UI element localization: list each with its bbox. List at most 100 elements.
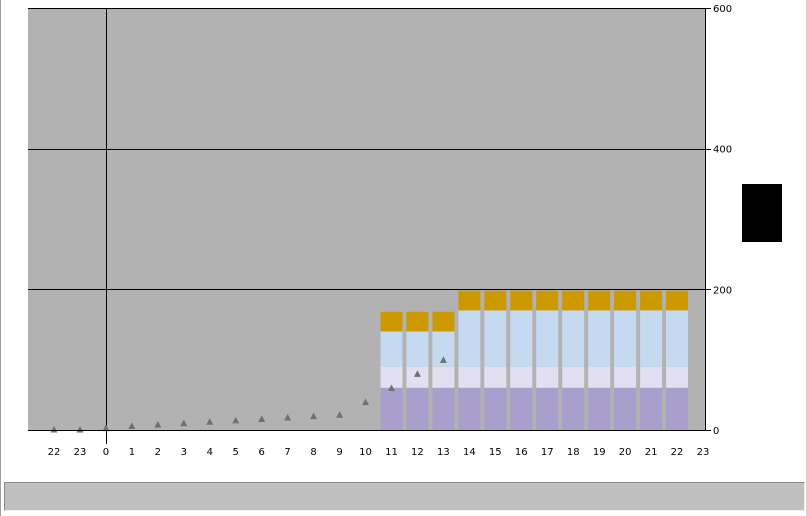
marker-3-5 (180, 419, 188, 427)
bar-segment-13-1 (432, 366, 455, 388)
bar-segment-15-1 (484, 366, 507, 388)
y-axis-labels: 0 200 400 600 (713, 4, 732, 437)
bar-segment-14-2 (458, 310, 481, 367)
x-axis-labels: 22 23 0 1 2 3 4 5 6 7 8 9 10 11 12 13 14 15 16 17 18 19 20 21 22… (48, 447, 710, 458)
status-bar (4, 482, 805, 511)
bar-segment-16-1 (510, 366, 533, 388)
x-tick-label-19-21: 19 (593, 447, 606, 458)
legend-color-swatch (742, 184, 782, 242)
bar-segment-15-0 (484, 387, 507, 430)
bar-segment-17-2 (536, 310, 559, 367)
y-tick-label-400: 400 (713, 145, 732, 156)
x-tick-label-12-14: 12 (411, 447, 424, 458)
bar-segment-18-1 (562, 366, 585, 388)
y-tick-label-600: 600 (713, 4, 732, 15)
x-tick-label-10-12: 10 (359, 447, 372, 458)
marker-0-2 (102, 424, 110, 432)
marker-11-13 (387, 384, 395, 392)
marker-13-15 (439, 356, 447, 363)
bar-segment-16-3 (510, 290, 533, 311)
bar-segment-17-1 (536, 366, 559, 388)
bar-segment-21-2 (640, 310, 663, 367)
x-tick-label-23-1: 23 (74, 447, 87, 458)
y-tick-label-200: 200 (713, 285, 732, 296)
bar-segment-22-3 (666, 290, 688, 311)
marker-6-8 (258, 415, 266, 422)
marker-8-10 (310, 412, 318, 420)
x-tick-label-0-2: 0 (103, 447, 109, 458)
x-tick-label-21-23: 21 (645, 447, 658, 458)
bar-segment-20-2 (614, 310, 637, 367)
x-tick-label-7-9: 7 (284, 447, 290, 458)
bar-segment-20-3 (614, 290, 637, 311)
bar-segment-22-1 (666, 366, 688, 388)
x-tick-label-13-15: 13 (437, 447, 450, 458)
bar-segment-21-0 (640, 387, 663, 430)
bar-segment-18-0 (562, 387, 585, 430)
bar-segment-13-2 (432, 331, 455, 367)
marker-1-3 (128, 422, 136, 429)
bar-segment-13-0 (432, 387, 455, 430)
bar-segment-22-0 (666, 387, 688, 430)
x-tick-label-22-24: 22 (671, 447, 684, 458)
bar-segment-22-2 (666, 310, 688, 367)
bar-segment-12-3 (406, 311, 429, 332)
marker-10-12 (362, 398, 370, 406)
bars (380, 290, 688, 430)
bar-segment-18-3 (562, 290, 585, 311)
bar-segment-14-1 (458, 366, 481, 388)
bar-segment-11-3 (380, 311, 403, 332)
marker-9-11 (336, 411, 344, 418)
bar-segment-21-1 (640, 366, 663, 388)
bar-segment-12-2 (406, 331, 429, 367)
axes (28, 8, 711, 431)
bar-segment-19-3 (588, 290, 611, 311)
marker-2-4 (154, 421, 162, 428)
bar-segment-19-2 (588, 310, 611, 367)
bar-segment-19-1 (588, 366, 611, 388)
bar-segment-12-0 (406, 387, 429, 430)
bar-segment-16-0 (510, 387, 533, 430)
bar-segment-17-3 (536, 290, 559, 311)
chart: 22 23 0 1 2 3 4 5 6 7 8 9 10 11 12 13 14 15 16 17 18 19 20 21 22… (28, 4, 732, 458)
x-tick-label-18-20: 18 (567, 447, 580, 458)
x-tick-label-15-17: 15 (489, 447, 502, 458)
bar-segment-16-2 (510, 310, 533, 367)
x-tick-label-22-0: 22 (48, 447, 61, 458)
bar-segment-14-3 (458, 290, 481, 311)
bar-segment-15-3 (484, 290, 507, 311)
x-tick-label-20-22: 20 (619, 447, 632, 458)
bar-segment-20-0 (614, 387, 637, 430)
x-tick-label-14-16: 14 (463, 447, 476, 458)
bar-segment-19-0 (588, 387, 611, 430)
bar-segment-13-3 (432, 311, 455, 332)
x-tick-label-17-19: 17 (541, 447, 554, 458)
bar-segment-15-2 (484, 310, 507, 367)
y-tick-label-0: 0 (713, 426, 719, 437)
x-tick-label-3-5: 3 (181, 447, 187, 458)
bar-segment-11-2 (380, 331, 403, 367)
bar-segment-17-0 (536, 387, 559, 430)
x-tick-label-6-8: 6 (259, 447, 265, 458)
x-tick-label-1-3: 1 (129, 447, 135, 458)
x-tick-label-11-13: 11 (385, 447, 398, 458)
bar-segment-18-2 (562, 310, 585, 367)
marker-12-14 (413, 370, 421, 377)
bar-segment-14-0 (458, 387, 481, 430)
bar-segment-11-1 (380, 366, 403, 388)
x-tick-label-4-6: 4 (207, 447, 213, 458)
marker-5-7 (232, 416, 240, 424)
x-tick-label-16-18: 16 (515, 447, 528, 458)
x-tick-label-5-7: 5 (233, 447, 239, 458)
bar-segment-12-1 (406, 366, 429, 388)
marker-4-6 (206, 418, 214, 425)
bar-segment-11-0 (380, 387, 403, 430)
marker-7-9 (284, 414, 292, 421)
x-tick-label-9-11: 9 (336, 447, 342, 458)
x-tick-label-23-25: 23 (697, 447, 710, 458)
x-tick-label-2-4: 2 (155, 447, 161, 458)
bar-segment-21-3 (640, 290, 663, 311)
bar-segment-20-1 (614, 366, 637, 388)
x-tick-label-8-10: 8 (310, 447, 316, 458)
